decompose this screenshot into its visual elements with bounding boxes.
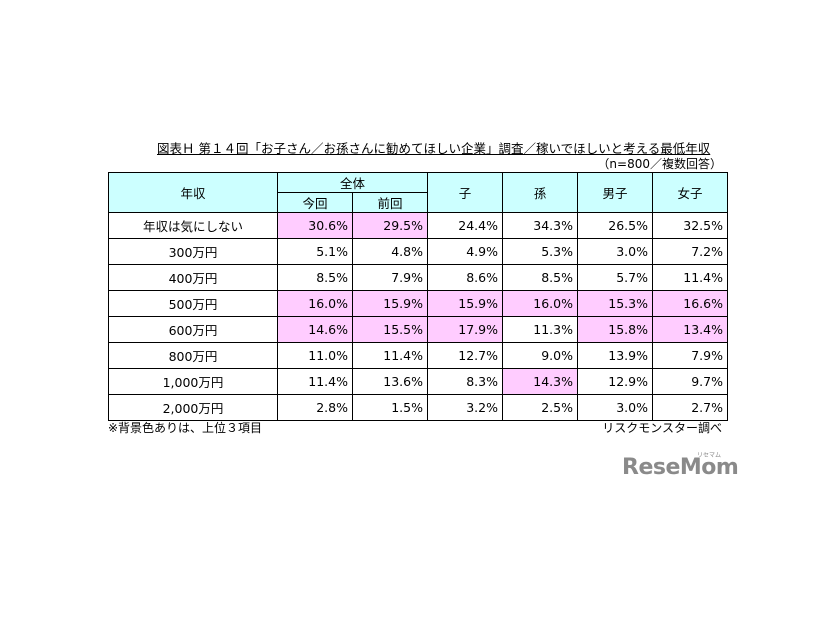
value-cell: 16.0% (277, 290, 353, 317)
value-cell: 8.5% (277, 264, 353, 291)
value-cell: 7.9% (352, 264, 428, 291)
value-cell: 5.1% (277, 238, 353, 265)
value-cell: 7.9% (652, 342, 728, 369)
row-label: 800万円 (108, 342, 278, 369)
value-cell: 11.4% (352, 342, 428, 369)
table-row: 400万円 8.5% 7.9% 8.6% 8.5% 5.7% 11.4% (108, 264, 728, 291)
sample-note: （n=800／複数回答） (597, 157, 722, 171)
value-cell: 3.0% (577, 238, 653, 265)
table-row: 年収は気にしない 30.6% 29.5% 24.4% 34.3% 26.5% 32.5% (108, 212, 728, 239)
value-cell: 16.0% (502, 290, 578, 317)
value-cell: 3.2% (427, 394, 503, 421)
value-cell: 11.0% (277, 342, 353, 369)
source-note: リスクモンスター調べ (602, 421, 722, 435)
value-cell: 4.8% (352, 238, 428, 265)
resemom-logo: ReseMom (622, 455, 739, 480)
figure-title: 図表Ｈ 第１４回「お子さん／お孫さんに勧めてほしい企業」調査／稼いでほしいと考え… (157, 141, 711, 156)
row-label: 300万円 (108, 238, 278, 265)
table-row: 300万円 5.1% 4.8% 4.9% 5.3% 3.0% 7.2% (108, 238, 728, 265)
header-grandchild: 孫 (502, 172, 578, 213)
value-cell: 8.3% (427, 368, 503, 395)
value-cell: 5.3% (502, 238, 578, 265)
row-label: 1,000万円 (108, 368, 278, 395)
value-cell: 15.3% (577, 290, 653, 317)
table-row: 1,000万円 11.4% 13.6% 8.3% 14.3% 12.9% 9.7% (108, 368, 728, 395)
value-cell: 11.4% (277, 368, 353, 395)
value-cell: 30.6% (277, 212, 353, 239)
value-cell: 1.5% (352, 394, 428, 421)
table-row: 600万円 14.6% 15.5% 17.9% 11.3% 15.8% 13.4% (108, 316, 728, 343)
table-row: 500万円 16.0% 15.9% 15.9% 16.0% 15.3% 16.6% (108, 290, 728, 317)
table-row: 800万円 11.0% 11.4% 12.7% 9.0% 13.9% 7.9% (108, 342, 728, 369)
value-cell: 17.9% (427, 316, 503, 343)
table-body: 年収は気にしない 30.6% 29.5% 24.4% 34.3% 26.5% 32.5% 30… (108, 212, 728, 421)
value-cell: 34.3% (502, 212, 578, 239)
value-cell: 9.0% (502, 342, 578, 369)
income-table: 年収 全体 子 孫 男子 女子 今回 前回 年収は気にしない 30.6% 29.5%… (108, 172, 728, 421)
value-cell: 11.3% (502, 316, 578, 343)
row-label: 400万円 (108, 264, 278, 291)
value-cell: 5.7% (577, 264, 653, 291)
value-cell: 2.7% (652, 394, 728, 421)
value-cell: 4.9% (427, 238, 503, 265)
value-cell: 13.9% (577, 342, 653, 369)
value-cell: 16.6% (652, 290, 728, 317)
value-cell: 14.6% (277, 316, 353, 343)
header-female: 女子 (652, 172, 728, 213)
row-label: 600万円 (108, 316, 278, 343)
value-cell: 13.6% (352, 368, 428, 395)
value-cell: 12.7% (427, 342, 503, 369)
value-cell: 7.2% (652, 238, 728, 265)
value-cell: 12.9% (577, 368, 653, 395)
header-child: 子 (427, 172, 503, 213)
header-overall: 全体 (277, 172, 428, 193)
header-male: 男子 (577, 172, 653, 213)
table-row: 2,000万円 2.8% 1.5% 3.2% 2.5% 3.0% 2.7% (108, 394, 728, 421)
value-cell: 8.5% (502, 264, 578, 291)
value-cell: 3.0% (577, 394, 653, 421)
value-cell: 2.8% (277, 394, 353, 421)
value-cell: 9.7% (652, 368, 728, 395)
value-cell: 24.4% (427, 212, 503, 239)
value-cell: 15.5% (352, 316, 428, 343)
value-cell: 26.5% (577, 212, 653, 239)
value-cell: 11.4% (652, 264, 728, 291)
value-cell: 15.9% (352, 290, 428, 317)
row-label: 年収は気にしない (108, 212, 278, 239)
value-cell: 14.3% (502, 368, 578, 395)
header-income: 年収 (108, 172, 278, 213)
value-cell: 15.9% (427, 290, 503, 317)
logo-subtext: リセマム (697, 452, 722, 459)
row-label: 500万円 (108, 290, 278, 317)
footnote: ※背景色ありは、上位３項目 (108, 421, 263, 435)
value-cell: 32.5% (652, 212, 728, 239)
header-previous: 前回 (352, 192, 428, 213)
value-cell: 15.8% (577, 316, 653, 343)
value-cell: 13.4% (652, 316, 728, 343)
row-label: 2,000万円 (108, 394, 278, 421)
value-cell: 29.5% (352, 212, 428, 239)
header-current: 今回 (277, 192, 353, 213)
value-cell: 8.6% (427, 264, 503, 291)
value-cell: 2.5% (502, 394, 578, 421)
